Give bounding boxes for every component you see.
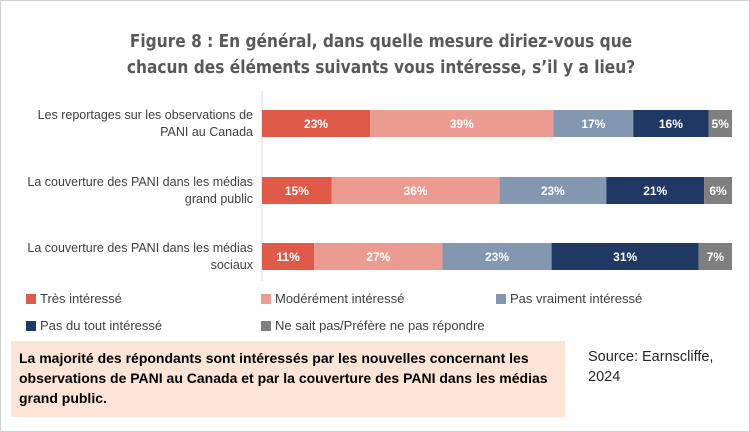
data-label: 11%: [276, 250, 300, 264]
bar-segment: [698, 243, 732, 270]
legend-label: Très intéressé: [40, 291, 122, 306]
bar-segment: [499, 177, 607, 204]
legend-label: Pas vraiment intéressé: [510, 291, 643, 306]
key-finding-note: La majorité des répondants sont intéress…: [11, 341, 565, 417]
bar-segment: [262, 243, 315, 270]
legend-item: Modérément intéressé: [261, 291, 404, 306]
source-text: Source: Earnscliffe, 2024: [588, 349, 714, 385]
category-label: La couverture des PANI dans les médias s…: [27, 241, 253, 272]
data-label: 23%: [485, 250, 509, 264]
bar-segment: [633, 110, 709, 137]
bar-segment: [606, 177, 705, 204]
legend-label: Pas du tout intéressé: [40, 318, 163, 333]
bar-segment: [262, 177, 332, 204]
legend-swatch: [261, 293, 271, 304]
chart-title: Figure 8 : En général, dans quelle mesur…: [126, 32, 636, 78]
bar-segment: [262, 110, 371, 137]
data-label: 23%: [541, 184, 565, 198]
legend-swatch: [26, 320, 36, 331]
bar-segment: [553, 110, 634, 137]
bar-segment: [314, 243, 443, 270]
data-label: 5%: [712, 117, 730, 131]
legend-swatch: [496, 293, 506, 304]
category-label: La couverture des PANI dans les médias g…: [27, 175, 253, 206]
bar-segment: [370, 110, 554, 137]
data-label: 36%: [404, 184, 428, 198]
data-label: 21%: [643, 184, 667, 198]
legend-label: Modérément intéressé: [275, 291, 405, 306]
data-label: 7%: [707, 250, 725, 264]
bar-segment: [704, 177, 732, 204]
legend-item: Ne sait pas/Préfère ne pas répondre: [261, 318, 485, 333]
bar-segment: [442, 243, 552, 270]
legend-swatch: [261, 320, 271, 331]
data-label: 15%: [285, 184, 309, 198]
legend-item: Très intéressé: [26, 291, 122, 306]
data-label: 17%: [581, 117, 605, 131]
legend-swatch: [26, 293, 36, 304]
bar-segment: [551, 243, 699, 270]
category-label: Les reportages sur les observations de P…: [37, 108, 253, 139]
legend-item: Pas vraiment intéressé: [496, 291, 642, 306]
legend-item: Pas du tout intéressé: [26, 318, 162, 333]
bar-segment: [708, 110, 732, 137]
bar-segment: [331, 177, 500, 204]
data-label: 23%: [304, 117, 328, 131]
legend-label: Ne sait pas/Préfère ne pas répondre: [275, 318, 485, 333]
data-label: 27%: [366, 250, 390, 264]
data-label: 31%: [613, 250, 637, 264]
data-label: 16%: [659, 117, 683, 131]
data-label: 39%: [450, 117, 474, 131]
data-label: 6%: [709, 184, 727, 198]
